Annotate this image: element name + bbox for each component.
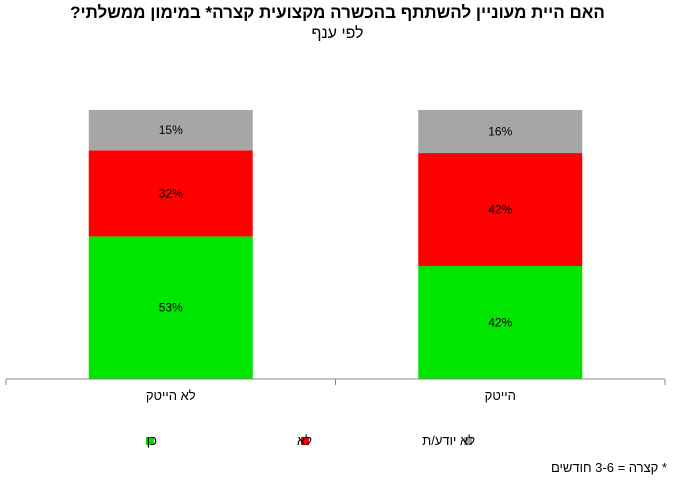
data-label: 53% xyxy=(159,301,183,315)
data-label: 42% xyxy=(488,203,512,217)
chart-subtitle: לפי ענף xyxy=(311,25,364,42)
data-label: 42% xyxy=(488,316,512,330)
data-label: 32% xyxy=(159,186,183,200)
data-label: 15% xyxy=(159,123,183,137)
bar-segment xyxy=(418,153,583,267)
bar-segment xyxy=(418,110,583,154)
x-tick-label: לא הייטק xyxy=(146,388,196,403)
bar-segment xyxy=(418,266,583,379)
legend-swatch xyxy=(146,437,154,445)
x-tick-label: הייטק xyxy=(485,388,516,403)
bar-segment xyxy=(88,236,253,379)
chart-title: האם היית מעוניין להשתתף בהכשרה מקצועית ק… xyxy=(70,3,605,22)
bar-segment xyxy=(88,150,253,237)
legend-swatch xyxy=(301,437,309,445)
bar-segment xyxy=(88,110,253,151)
legend-label: לא יודע/ת xyxy=(422,433,475,448)
legend-swatch xyxy=(464,437,472,445)
legend-label: לא xyxy=(297,433,312,448)
footnote: * קצרה = 3-6 חודשים xyxy=(550,460,667,475)
legend-label: כן xyxy=(147,433,157,448)
data-label: 16% xyxy=(488,125,512,139)
